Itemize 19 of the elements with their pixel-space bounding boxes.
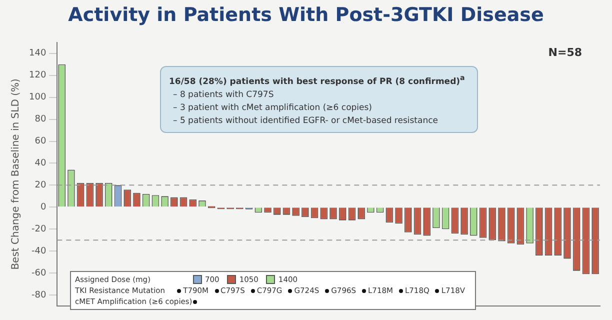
annotation: 16/58 (28%) patients with best response of PR (8 confirmed)$^{a}$	[169, 72, 466, 89]
y-tick-label: 60	[34, 136, 46, 147]
annotation: – 3 patient with cMet amplification (≥6 copies)	[172, 102, 373, 115]
y-axis-title: Best Change from Baseline in SLD (%)	[10, 78, 22, 270]
y-tick-label: 20	[34, 180, 46, 191]
y-tick-label: 120	[28, 70, 46, 81]
chart-title: Activity in Patients With Post-3GTKI Disease	[67, 4, 545, 26]
y-tick-label: -40	[31, 246, 46, 256]
y-tick-label: 100	[28, 92, 46, 103]
y-tick-label: 40	[34, 158, 46, 169]
annotation: – 5 patients without identified EGFR- or cMet-based resistance	[172, 114, 440, 128]
annotation: – 8 patients with C797S	[172, 88, 275, 102]
y-tick-label: 0	[40, 202, 46, 212]
y-tick-label: -60	[31, 268, 46, 278]
annotation: N=58	[548, 46, 582, 59]
y-tick-label: -20	[31, 224, 46, 234]
y-tick-label: 80	[34, 114, 46, 125]
y-tick-label: -80	[31, 290, 46, 300]
y-tick-label: 140	[28, 48, 46, 59]
